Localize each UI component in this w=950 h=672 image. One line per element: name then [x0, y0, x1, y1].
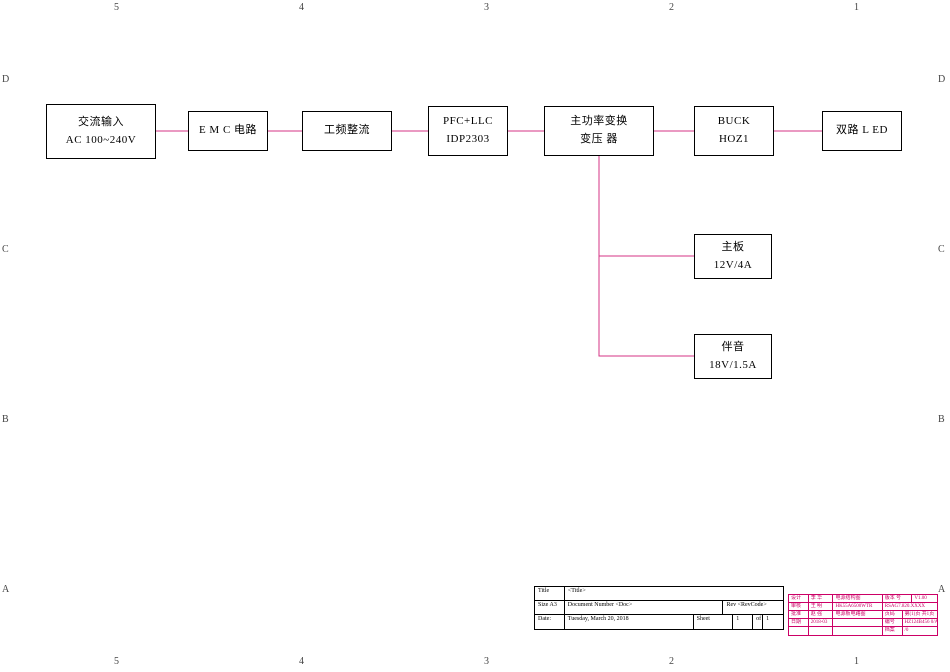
tb-cell: Size A3: [535, 601, 565, 614]
row-label-left: B: [2, 414, 9, 425]
tb-row: 审核王 明HK55A6500WTRRSAG7.820.XXXX: [789, 603, 937, 611]
row-label-right: B: [938, 414, 945, 425]
block-label: 18V/1.5A: [709, 357, 757, 375]
col-label-bottom: 4: [299, 656, 304, 667]
tb-cell: Date:: [535, 615, 565, 629]
block-label: PFC+LLC: [443, 113, 493, 131]
tb-row: 设计李 华电源结构图版本 号V1.00: [789, 595, 937, 603]
tb-cell: HK55A6500WTR: [833, 603, 882, 610]
tb-cell: 赵 强: [809, 611, 834, 618]
tb-cell: 页码: [883, 611, 903, 618]
row-label-right: A: [938, 584, 945, 595]
tb-cell: HZ124B456 0/A: [903, 619, 938, 626]
block-audio: 伴音18V/1.5A: [694, 334, 772, 379]
col-label-top: 4: [299, 2, 304, 13]
schematic-sheet: 交流输入AC 100~240V E M C 电路 工频整流 PFC+LLCIDP230…: [14, 14, 936, 658]
tb-cell: 电源结构图: [833, 595, 882, 602]
block-ac_in: 交流输入AC 100~240V: [46, 104, 156, 159]
tb-row: Title<Title>: [535, 587, 783, 601]
tb-cell: Title: [535, 587, 565, 600]
block-label: 双路 L ED: [836, 122, 888, 140]
block-xfmr: 主功率变换变压 器: [544, 106, 654, 156]
tb-cell: 编号: [883, 619, 903, 626]
revision-stamp-block: 设计李 华电源结构图版本 号V1.00审核王 明HK55A6500WTRRSAG…: [788, 594, 938, 636]
col-label-bottom: 1: [854, 656, 859, 667]
tb-cell: 第(1)页 共1页: [903, 611, 938, 618]
tb-row: Size A3Document Number <Doc>Rev <RevCode…: [535, 601, 783, 615]
tb-cell: [833, 627, 882, 635]
tb-cell: 档案: [883, 627, 903, 635]
tb-cell: Document Number <Doc>: [565, 601, 724, 614]
tb-cell: 1: [763, 615, 783, 629]
tb-cell: 设计: [789, 595, 809, 602]
tb-cell: 审核: [789, 603, 809, 610]
tb-cell: [833, 619, 882, 626]
col-label-top: 1: [854, 2, 859, 13]
block-emc: E M C 电路: [188, 111, 268, 151]
row-label-left: C: [2, 244, 9, 255]
block-label: E M C 电路: [199, 122, 257, 140]
tb-cell: RSAG7.820.XXXX: [883, 603, 937, 610]
block-label: 工频整流: [324, 122, 370, 140]
tb-cell: 版本 号: [883, 595, 913, 602]
block-label: 主功率变换: [570, 113, 628, 131]
row-label-left: D: [2, 74, 9, 85]
block-led: 双路 L ED: [822, 111, 902, 151]
block-rectify: 工频整流: [302, 111, 392, 151]
block-label: 伴音: [722, 339, 745, 357]
tb-cell: Tuesday, March 20, 2018: [565, 615, 694, 629]
block-label: AC 100~240V: [66, 132, 136, 150]
block-label: IDP2303: [446, 131, 489, 149]
tb-cell: 王 明: [809, 603, 834, 610]
tb-cell: of: [753, 615, 763, 629]
col-label-bottom: 5: [114, 656, 119, 667]
tb-cell: [789, 627, 809, 635]
tb-cell: <Title>: [565, 587, 783, 600]
tb-row: 批准赵 强电源板电路图页码第(1)页 共1页: [789, 611, 937, 619]
block-label: 主板: [722, 239, 745, 257]
tb-cell: Sheet: [694, 615, 734, 629]
row-label-left: A: [2, 584, 9, 595]
tb-row: 档案/0: [789, 627, 937, 635]
tb-row: 日期2018-03 编号HZ124B456 0/A: [789, 619, 937, 627]
block-label: 交流输入: [78, 114, 124, 132]
block-main: 主板12V/4A: [694, 234, 772, 279]
tb-cell: V1.00: [912, 595, 937, 602]
tb-cell: 日期: [789, 619, 809, 626]
block-pfc_llc: PFC+LLCIDP2303: [428, 106, 508, 156]
tb-cell: 2018-03: [809, 619, 834, 626]
tb-cell: 电源板电路图: [833, 611, 882, 618]
tb-cell: 批准: [789, 611, 809, 618]
col-label-top: 5: [114, 2, 119, 13]
tb-cell: Rev <RevCode>: [723, 601, 783, 614]
col-label-top: 2: [669, 2, 674, 13]
col-label-bottom: 2: [669, 656, 674, 667]
row-label-right: D: [938, 74, 945, 85]
block-buck: BUCKHOZ1: [694, 106, 774, 156]
tb-cell: 1: [733, 615, 753, 629]
col-label-bottom: 3: [484, 656, 489, 667]
col-label-top: 3: [484, 2, 489, 13]
tb-cell: [809, 627, 834, 635]
title-block: Title<Title>Size A3Document Number <Doc>…: [534, 586, 784, 630]
tb-cell: 李 华: [809, 595, 834, 602]
block-label: BUCK: [718, 113, 751, 131]
block-label: 12V/4A: [714, 257, 752, 275]
row-label-right: C: [938, 244, 945, 255]
block-label: 变压 器: [580, 131, 618, 149]
block-label: HOZ1: [719, 131, 749, 149]
tb-cell: /0: [903, 627, 938, 635]
tb-row: Date:Tuesday, March 20, 2018Sheet1of1: [535, 615, 783, 629]
